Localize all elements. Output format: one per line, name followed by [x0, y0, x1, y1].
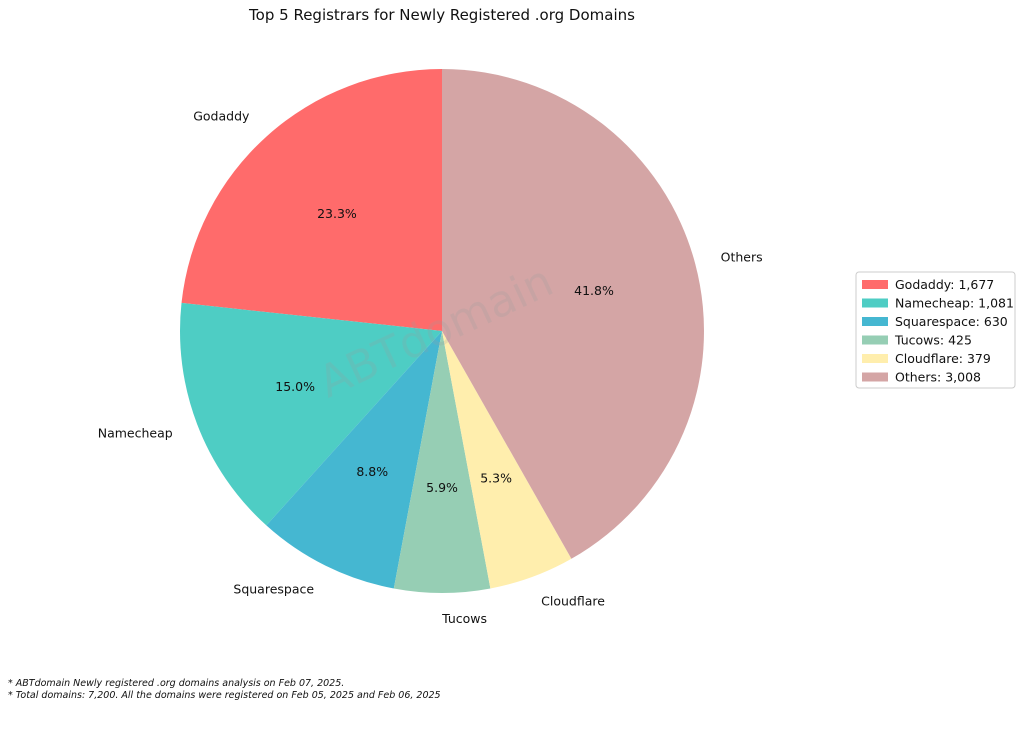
- pie-slice-others: [442, 69, 704, 559]
- percent-label-cloudflare: 5.3%: [480, 471, 512, 486]
- percent-label-godaddy: 23.3%: [317, 206, 357, 221]
- legend-swatch-namecheap: [862, 298, 888, 308]
- slice-label-godaddy: Godaddy: [193, 109, 250, 124]
- footnote-analysis-date: * ABTdomain Newly registered .org domain…: [8, 678, 345, 689]
- slice-label-squarespace: Squarespace: [233, 581, 314, 596]
- slice-label-others: Others: [721, 249, 763, 264]
- legend-swatch-others: [862, 372, 888, 382]
- pie-slice-namecheap: [180, 302, 443, 526]
- legend-label-cloudflare: Cloudflare: 379: [895, 351, 991, 366]
- legend-label-tucows: Tucows: 425: [894, 333, 972, 348]
- legend-swatch-tucows: [862, 335, 888, 345]
- pie-slice-godaddy: [181, 69, 442, 331]
- pie-slices: [180, 69, 704, 593]
- percent-label-namecheap: 15.0%: [275, 379, 315, 394]
- pie-slice-squarespace: [266, 331, 442, 589]
- legend-frame: [855, 271, 1016, 389]
- legend-label-squarespace: Squarespace: 630: [895, 314, 1008, 329]
- percent-label-squarespace: 8.8%: [356, 464, 388, 479]
- slice-labels: 23.3% Godaddy 15.0% Namecheap 8.8% Squarespac…: [98, 109, 763, 627]
- percent-label-others: 41.8%: [574, 283, 614, 298]
- percent-label-tucows: 5.9%: [426, 480, 458, 495]
- slice-label-cloudflare: Cloudflare: [541, 594, 605, 609]
- slice-label-tucows: Tucows: [441, 611, 487, 626]
- legend-label-namecheap: Namecheap: 1,081: [895, 296, 1014, 311]
- pie-slice-tucows: [393, 331, 491, 593]
- chart-title: Top 5 Registrars for Newly Registered .o…: [248, 6, 635, 24]
- legend-swatch-squarespace: [862, 317, 888, 326]
- legend-swatch-godaddy: [862, 280, 888, 289]
- pie-slice-cloudflare: [442, 331, 572, 589]
- legend-label-godaddy: Godaddy: 1,677: [895, 277, 994, 292]
- slice-label-namecheap: Namecheap: [98, 426, 173, 441]
- legend: Godaddy: 1,677 Namecheap: 1,081 Squarespac…: [855, 271, 1016, 389]
- legend-label-others: Others: 3,008: [895, 370, 981, 385]
- legend-swatch-cloudflare: [862, 354, 888, 363]
- footnote-total-domains: * Total domains: 7,200. All the domains …: [8, 690, 441, 701]
